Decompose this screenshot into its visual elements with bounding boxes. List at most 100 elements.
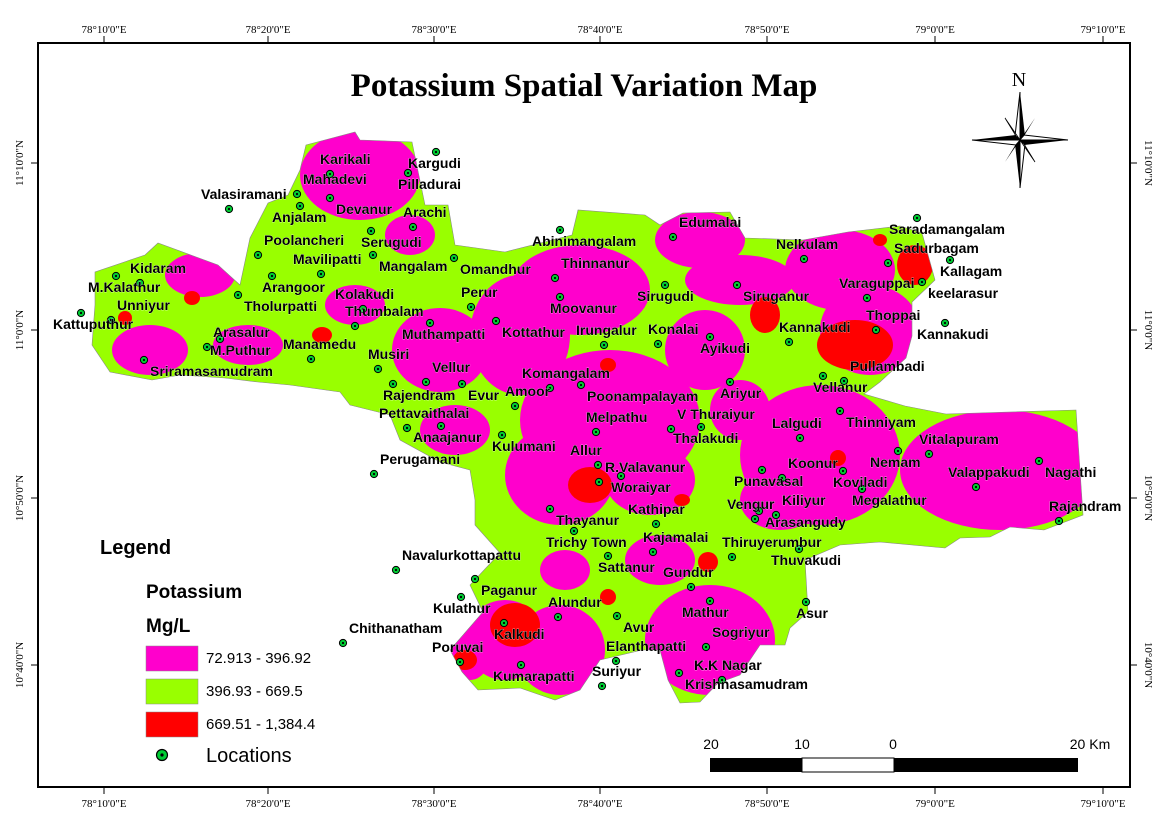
location-marker-dot bbox=[328, 172, 332, 176]
location-marker-dot bbox=[372, 472, 376, 476]
place-label: Paganur bbox=[481, 582, 538, 598]
place-label: Navalurkottapattu bbox=[402, 547, 521, 563]
place-label: M.Puthur bbox=[210, 342, 271, 358]
place-label: Siruganur bbox=[743, 288, 810, 304]
place-label: Thumbalam bbox=[345, 303, 424, 319]
place-label: Rajendram bbox=[383, 387, 455, 403]
place-label: Kiliyur bbox=[782, 492, 826, 508]
south-arrow bbox=[1015, 140, 1020, 188]
location-marker-dot bbox=[841, 469, 845, 473]
graticule-ticks bbox=[31, 36, 1137, 794]
place-label: Sogriyur bbox=[712, 624, 770, 640]
graticule-left: 11°10'0"N 11°0'0"N 10°50'0"N 10°40'0"N bbox=[14, 140, 26, 688]
location-marker-dot bbox=[369, 229, 373, 233]
location-marker-dot bbox=[606, 554, 610, 558]
place-label: Trichy Town bbox=[546, 534, 627, 550]
place-label: Saradamangalam bbox=[889, 221, 1005, 237]
lon-label-bottom: 79°10'0"E bbox=[1080, 798, 1125, 810]
place-label: Kolakudi bbox=[335, 286, 394, 302]
place-label: Kargudi bbox=[408, 155, 461, 171]
legend-class-low: 72.913 - 396.92 bbox=[206, 650, 311, 667]
location-marker-dot bbox=[596, 463, 600, 467]
place-label: Chithanatham bbox=[349, 620, 442, 636]
location-marker-dot bbox=[227, 207, 231, 211]
north-arrow: N bbox=[971, 69, 1069, 189]
place-label: Pilladurai bbox=[398, 176, 461, 192]
location-marker-dot bbox=[114, 274, 118, 278]
place-label: Nelkulam bbox=[776, 236, 838, 252]
class-high-areas bbox=[118, 234, 933, 670]
location-marker-dot bbox=[728, 380, 732, 384]
place-label: Konalai bbox=[648, 321, 699, 337]
place-label: Komangalam bbox=[522, 365, 610, 381]
west-arrow bbox=[972, 135, 1020, 140]
region-outline bbox=[91, 131, 1084, 704]
place-label: Asur bbox=[796, 605, 828, 621]
place-label: Edumalai bbox=[679, 214, 741, 230]
location-marker-dot bbox=[458, 660, 462, 664]
location-marker-dot bbox=[597, 480, 601, 484]
location-marker-dot bbox=[256, 253, 260, 257]
place-label: Kannakudi bbox=[917, 326, 989, 342]
place-label: Koonur bbox=[788, 455, 838, 471]
lat-label-left: 10°40'0"N bbox=[14, 642, 26, 688]
location-marker-dot bbox=[874, 328, 878, 332]
place-label: K.K Nagar bbox=[694, 657, 762, 673]
place-label: Thoppai bbox=[866, 307, 920, 323]
place-label: Pettavaithalai bbox=[379, 405, 469, 421]
place-label: Devanur bbox=[336, 201, 393, 217]
location-marker-dot bbox=[920, 280, 924, 284]
location-marker-dot bbox=[780, 476, 784, 480]
location-marker-dot bbox=[865, 296, 869, 300]
place-label: Thiruyerumbur bbox=[722, 534, 822, 550]
place-label: Kannakudi bbox=[779, 319, 851, 335]
lon-label-bottom: 78°40'0"E bbox=[577, 798, 622, 810]
location-marker-dot bbox=[434, 150, 438, 154]
location-marker-dot bbox=[1037, 459, 1041, 463]
place-label: V Thuraiyur bbox=[677, 406, 755, 422]
location-marker-dot bbox=[558, 295, 562, 299]
location-marker-dot bbox=[798, 436, 802, 440]
place-label: Ariyur bbox=[720, 385, 762, 401]
location-marker-dot bbox=[391, 382, 395, 386]
scale-bar: 20 10 0 20 Km bbox=[703, 736, 1110, 773]
place-label: Melpathu bbox=[586, 409, 647, 425]
location-marker-dot bbox=[948, 258, 952, 262]
place-label: Mathur bbox=[682, 604, 729, 620]
location-marker-dot bbox=[757, 509, 761, 513]
location-marker-dot bbox=[602, 343, 606, 347]
location-marker-dot bbox=[654, 522, 658, 526]
location-marker-dot bbox=[915, 216, 919, 220]
location-marker-dot bbox=[821, 374, 825, 378]
location-marker-dot bbox=[572, 529, 576, 533]
location-marker-dot bbox=[760, 468, 764, 472]
place-label: Alundur bbox=[548, 594, 602, 610]
scale-segment-light bbox=[801, 757, 895, 773]
lon-label-top: 78°10'0"E bbox=[81, 24, 126, 36]
place-label: Thinnanur bbox=[561, 255, 630, 271]
place-label: Mangalam bbox=[379, 258, 447, 274]
scale-segment-dark bbox=[710, 758, 802, 772]
location-marker-dot bbox=[600, 684, 604, 688]
place-label: Nemam bbox=[870, 454, 921, 470]
location-marker-dot bbox=[708, 335, 712, 339]
location-marker-dot bbox=[656, 342, 660, 346]
location-marker-dot bbox=[677, 671, 681, 675]
place-label: Perur bbox=[461, 284, 498, 300]
location-marker-dot bbox=[663, 283, 667, 287]
location-marker-dot bbox=[411, 225, 415, 229]
lat-label-right: 10°50'0"N bbox=[1142, 475, 1154, 521]
place-label: Ayikudi bbox=[700, 340, 750, 356]
place-label: Krishnasamudram bbox=[685, 676, 808, 692]
location-marker-dot bbox=[619, 474, 623, 478]
location-marker-dot bbox=[502, 621, 506, 625]
place-label: Kidaram bbox=[130, 260, 186, 276]
place-label: Anaajanur bbox=[413, 429, 482, 445]
location-marker-dot bbox=[753, 517, 757, 521]
location-marker-dot bbox=[1057, 519, 1061, 523]
place-label: Vengur bbox=[727, 496, 775, 512]
location-marker-dot bbox=[309, 357, 313, 361]
place-label: Suriyur bbox=[592, 663, 642, 679]
place-label: Poolancheri bbox=[264, 232, 344, 248]
location-marker-dot bbox=[548, 507, 552, 511]
